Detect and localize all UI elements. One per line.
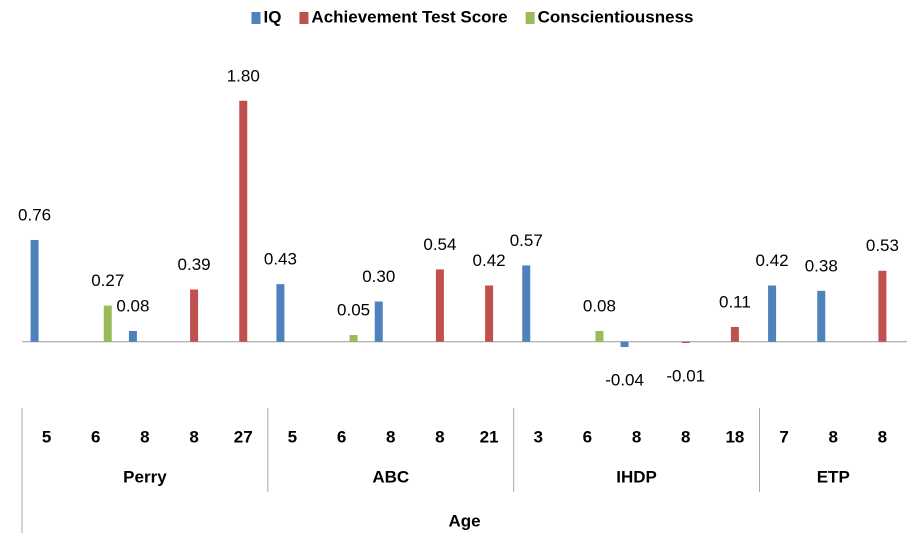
data-label: 0.43	[264, 250, 297, 269]
data-label: 0.08	[116, 296, 149, 315]
x-tick-label: 7	[779, 427, 788, 446]
bar	[435, 269, 444, 342]
bar	[817, 290, 826, 342]
data-label: 0.57	[510, 231, 543, 250]
legend-swatch	[525, 12, 535, 24]
legend-text: IQ	[263, 7, 281, 26]
x-tick-label: 21	[480, 427, 499, 446]
group-label: ABC	[372, 467, 409, 486]
bar	[681, 341, 690, 344]
legend-swatch	[299, 12, 309, 24]
bar	[878, 270, 887, 342]
bar	[190, 289, 199, 342]
x-tick-label: 8	[681, 427, 690, 446]
group-label: ETP	[817, 467, 850, 486]
data-label: 0.38	[805, 256, 838, 275]
group-label: IHDP	[616, 467, 657, 486]
bar	[768, 285, 777, 342]
x-tick-label: 27	[234, 427, 253, 446]
data-label: -0.04	[605, 371, 644, 390]
x-tick-label: 6	[337, 427, 346, 446]
data-label: 0.53	[866, 236, 899, 255]
legend-text: Conscientiousness	[538, 7, 694, 26]
bar	[239, 100, 248, 342]
bar	[128, 330, 137, 342]
bar	[620, 341, 629, 348]
bar	[103, 305, 112, 342]
bar	[276, 284, 285, 342]
data-label: 0.05	[337, 300, 370, 319]
data-label: 0.30	[362, 267, 395, 286]
data-label: 0.76	[18, 205, 51, 224]
data-label: 0.42	[756, 251, 789, 270]
x-tick-label: 8	[140, 427, 149, 446]
group-label: Perry	[123, 467, 167, 486]
x-tick-label: 8	[189, 427, 198, 446]
bar	[30, 239, 39, 342]
legend-swatch	[251, 12, 261, 24]
data-label: 0.42	[473, 251, 506, 270]
x-tick-label: 6	[91, 427, 100, 446]
bar	[374, 301, 383, 342]
x-tick-label: 8	[829, 427, 838, 446]
x-tick-label: 3	[534, 427, 543, 446]
data-label: 0.39	[178, 255, 211, 274]
x-tick-label: 18	[725, 427, 744, 446]
data-label: 0.27	[91, 271, 124, 290]
x-tick-label: 8	[435, 427, 444, 446]
bar	[730, 326, 739, 342]
x-axis-label: Age	[448, 511, 480, 530]
x-tick-label: 8	[878, 427, 887, 446]
bar	[522, 265, 531, 342]
x-tick-label: 5	[42, 427, 51, 446]
x-tick-label: 8	[386, 427, 395, 446]
data-label: 0.11	[719, 292, 751, 311]
data-label: 1.80	[227, 66, 260, 85]
legend-text: Achievement Test Score	[311, 7, 507, 26]
data-label: -0.01	[666, 367, 705, 386]
x-tick-label: 8	[632, 427, 641, 446]
data-label: 0.08	[583, 296, 616, 315]
x-tick-label: 5	[288, 427, 297, 446]
bar	[595, 330, 604, 342]
x-tick-label: 6	[583, 427, 592, 446]
bar	[485, 285, 494, 342]
bar	[349, 335, 358, 342]
data-label: 0.54	[423, 235, 456, 254]
